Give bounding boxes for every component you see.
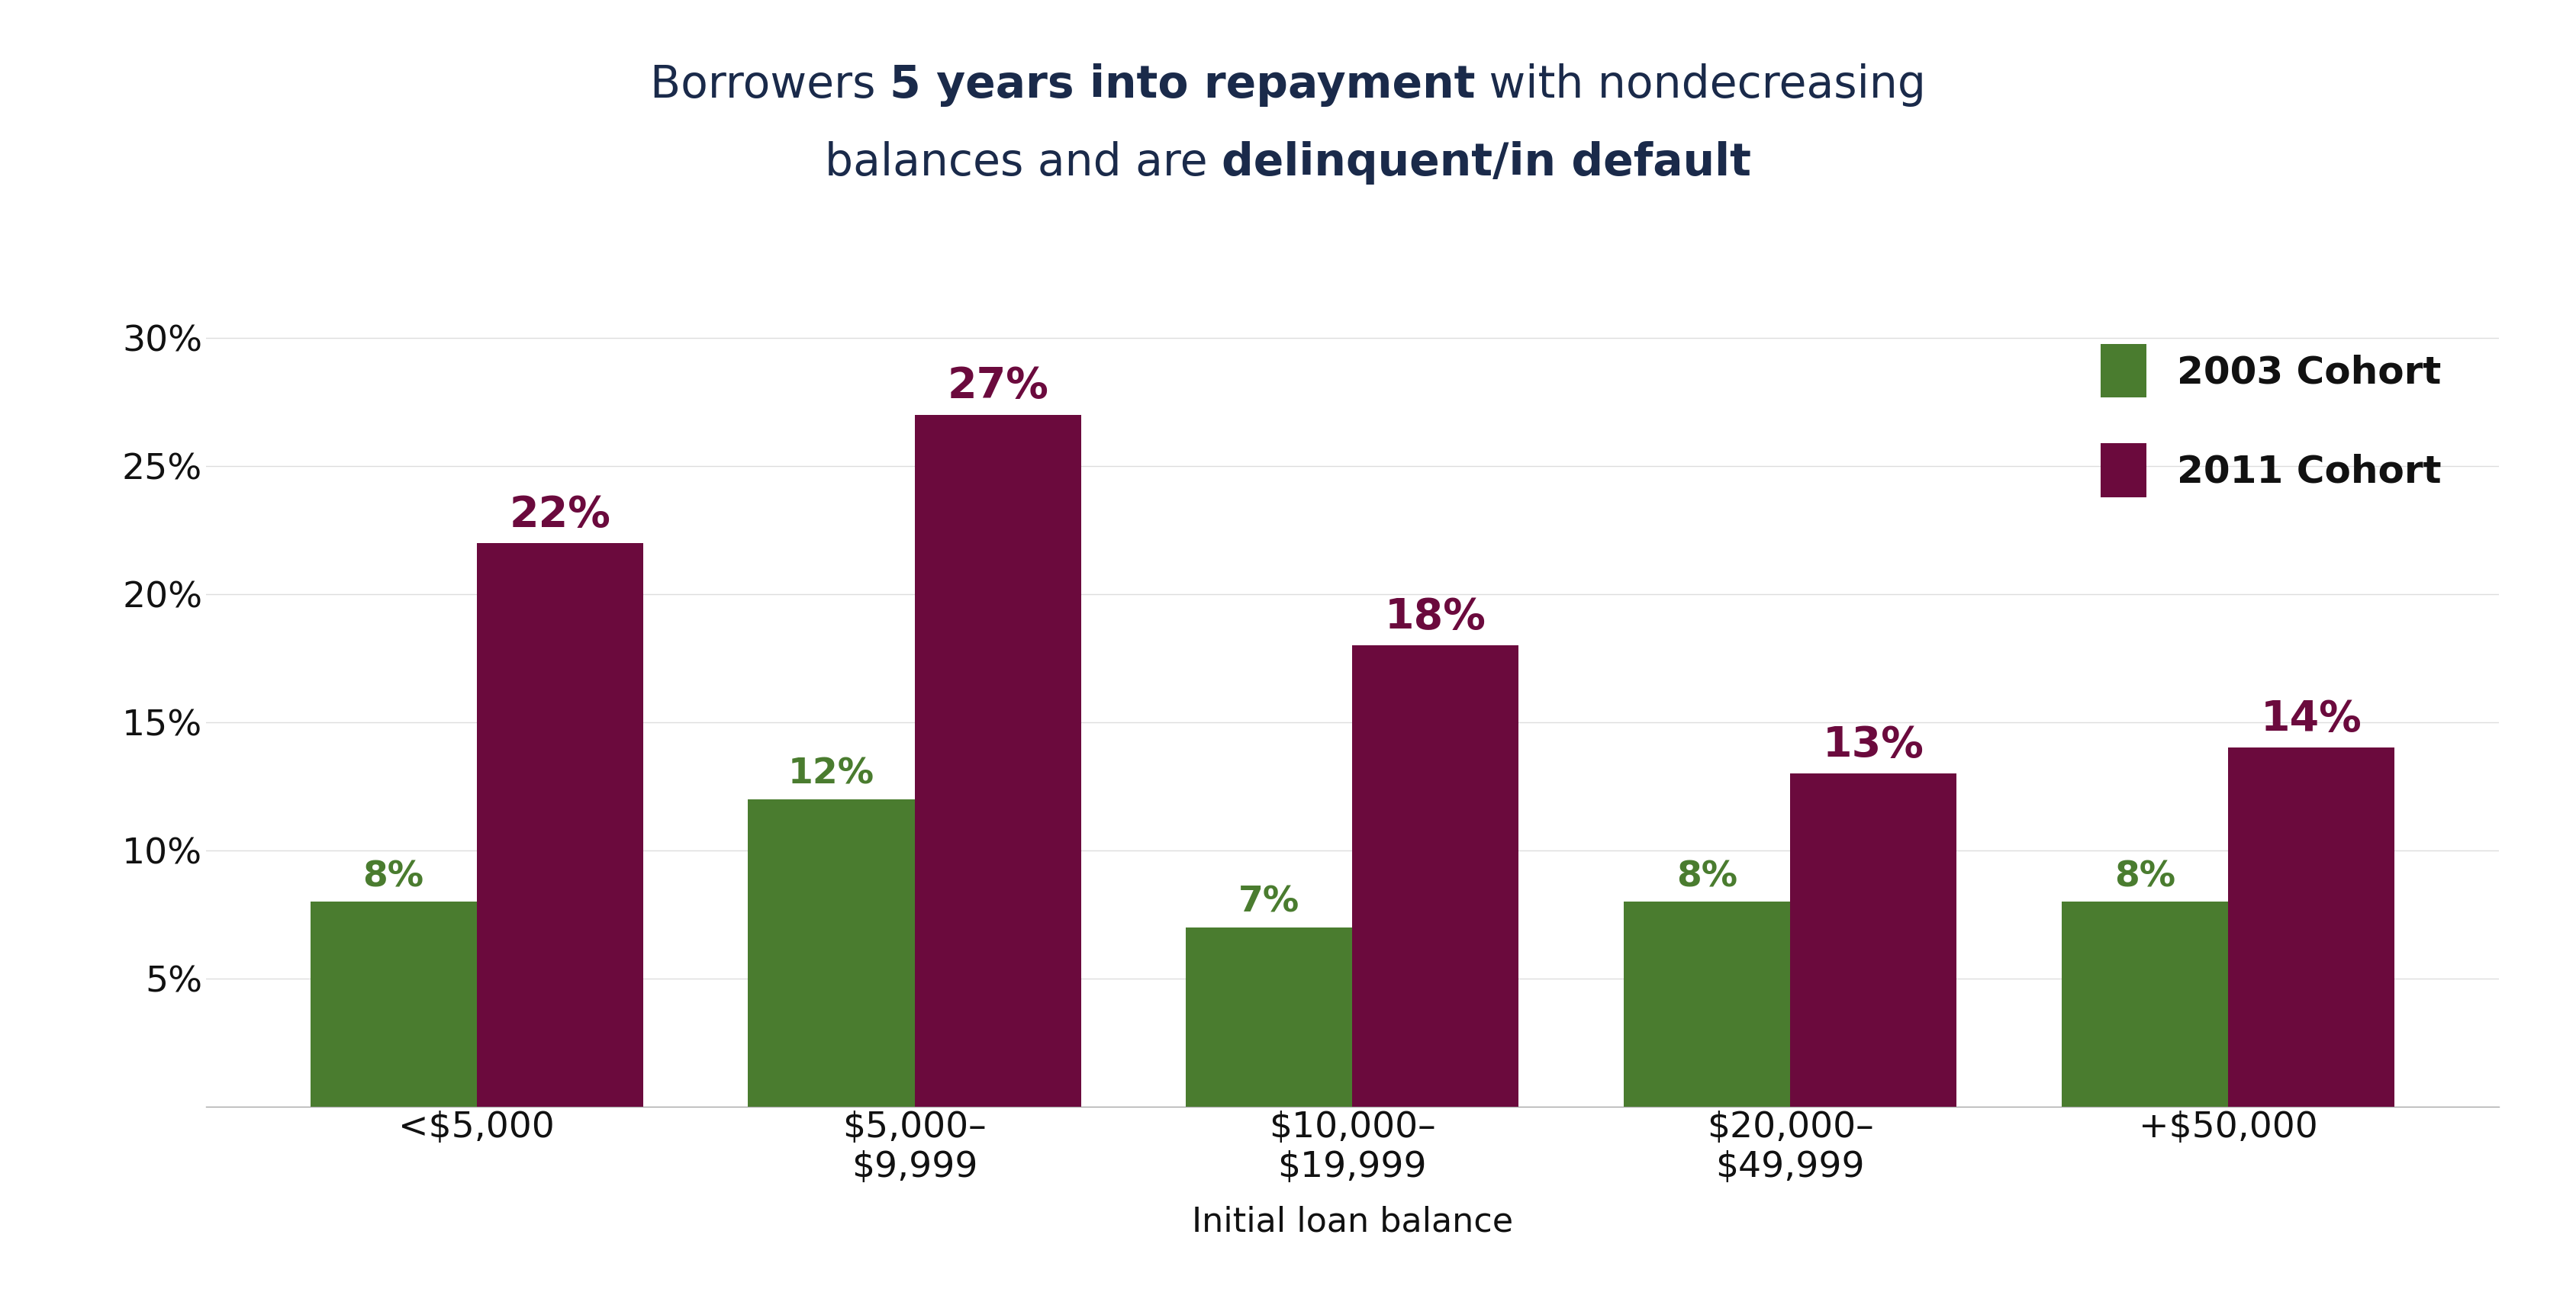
- Text: 27%: 27%: [948, 366, 1048, 408]
- Bar: [1185, 927, 1352, 1107]
- Bar: [1790, 773, 1958, 1107]
- Bar: [2228, 747, 2396, 1107]
- Bar: [309, 901, 477, 1107]
- Text: 12%: 12%: [788, 756, 873, 792]
- X-axis label: Initial loan balance: Initial loan balance: [1193, 1206, 1512, 1238]
- Text: delinquent/in default: delinquent/in default: [1221, 142, 1752, 185]
- Text: 14%: 14%: [2262, 699, 2362, 740]
- Text: 22%: 22%: [510, 493, 611, 535]
- Bar: [914, 414, 1082, 1107]
- Text: 5 years into repayment: 5 years into repayment: [889, 64, 1476, 107]
- Bar: [477, 543, 644, 1107]
- Legend: 2003 Cohort, 2011 Cohort: 2003 Cohort, 2011 Cohort: [2063, 306, 2481, 535]
- Text: balances and are: balances and are: [824, 142, 1221, 185]
- Text: with nondecreasing: with nondecreasing: [1476, 64, 1927, 107]
- Text: 13%: 13%: [1824, 725, 1924, 766]
- Text: 8%: 8%: [1677, 859, 1739, 894]
- Text: 18%: 18%: [1386, 596, 1486, 638]
- Text: 7%: 7%: [1239, 885, 1301, 919]
- Bar: [2061, 901, 2228, 1107]
- Bar: [1623, 901, 1790, 1107]
- Bar: [1352, 646, 1520, 1107]
- Text: 8%: 8%: [363, 859, 425, 894]
- Text: Borrowers: Borrowers: [649, 64, 889, 107]
- Text: 8%: 8%: [2115, 859, 2177, 894]
- Bar: [747, 799, 914, 1107]
